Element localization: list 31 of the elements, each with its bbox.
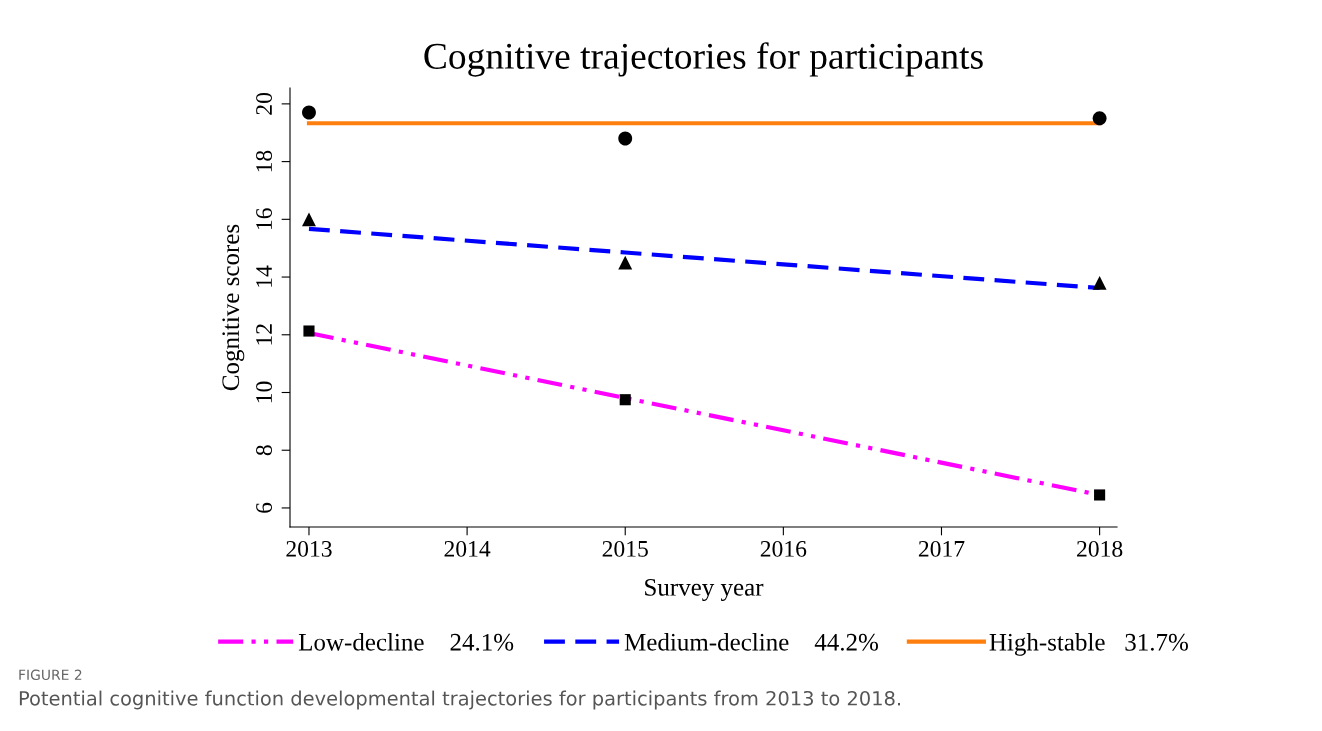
point	[302, 105, 316, 120]
x-tick-label: 2015	[602, 540, 648, 557]
point	[1092, 111, 1107, 126]
legend-label: Medium-decline 44.2%	[624, 633, 879, 651]
point	[618, 255, 633, 270]
point	[1092, 275, 1107, 290]
legend-label: High-stable 31.7%	[989, 633, 1188, 656]
chart-title: Cognitive trajectories for participants	[424, 42, 983, 77]
point	[303, 325, 315, 337]
y-axis-title: Cognitive scores	[222, 224, 245, 391]
x-tick-label: 2014	[444, 540, 491, 557]
y-tick-label: 10	[256, 381, 273, 403]
y-tick-label: 18	[256, 150, 273, 172]
y-tick-label: 14	[256, 265, 272, 287]
legend-label: Low-decline 24.1%	[298, 633, 514, 651]
caption: FIGURE 2	[19, 669, 82, 681]
point	[618, 131, 633, 146]
point	[619, 394, 631, 406]
x-tick-label: 2017	[918, 540, 965, 557]
y-tick-label: 20	[256, 92, 273, 115]
point	[1094, 489, 1106, 501]
x-tick-label: 2018	[1077, 540, 1123, 557]
y-tick-label: 6	[256, 502, 273, 513]
x-tick-label: 2016	[760, 540, 807, 557]
text: Potential cognitive function developmental trajectories for participants from 2013 to 2018.	[19, 690, 900, 710]
y-tick-label: 16	[256, 208, 273, 230]
point	[302, 212, 316, 227]
y-tick-label: 12	[256, 324, 272, 345]
y-tick-label: 8	[256, 445, 273, 456]
x-axis-title: Survey year	[645, 579, 764, 601]
x-tick-label: 2013	[286, 540, 332, 557]
